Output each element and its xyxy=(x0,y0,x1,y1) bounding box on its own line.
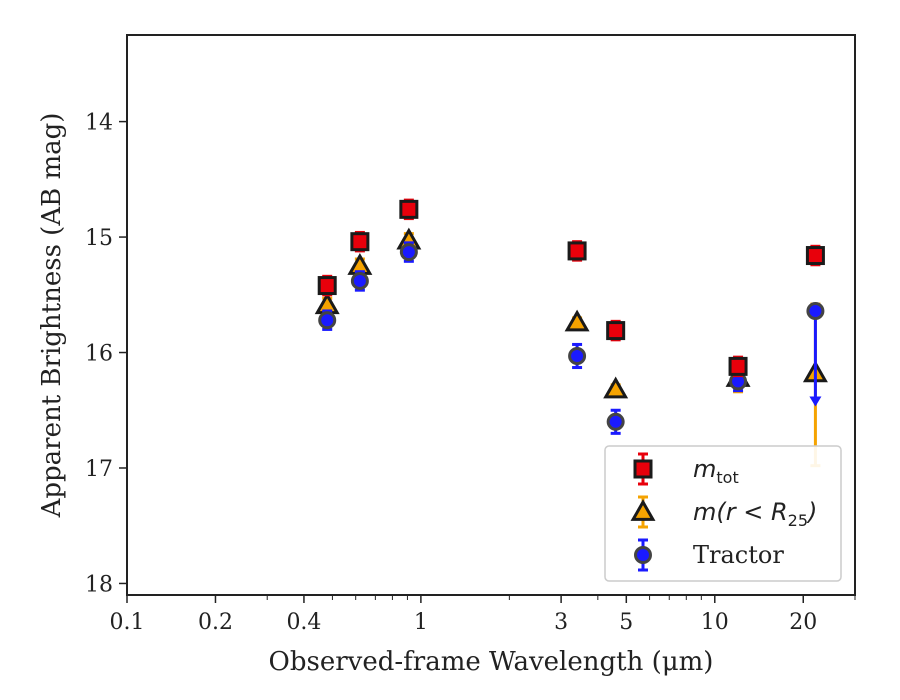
x-tick-label: 10 xyxy=(701,610,729,635)
legend-box xyxy=(604,445,842,582)
series-tractor xyxy=(318,241,825,435)
series-mr25 xyxy=(314,227,828,468)
mtot-point xyxy=(399,199,419,219)
legend-marker-mtot xyxy=(633,459,653,479)
mtot-point xyxy=(350,232,370,252)
x-tick-label: 0.4 xyxy=(286,610,321,635)
mtot-point xyxy=(606,321,626,341)
tractor-limit-arrow xyxy=(809,396,822,407)
tractor-point xyxy=(568,346,587,365)
mr25-point xyxy=(603,376,629,399)
mtot-point xyxy=(728,356,748,376)
mtot-point xyxy=(567,241,587,261)
x-tick-label: 3 xyxy=(554,610,568,635)
x-tick-label: 0.2 xyxy=(198,610,233,635)
y-tick-label: 14 xyxy=(85,111,113,136)
mtot-point xyxy=(317,276,337,296)
x-tick-label: 20 xyxy=(789,610,817,635)
x-tick-label: 5 xyxy=(619,610,633,635)
tractor-point xyxy=(606,412,625,431)
legend-label-tractor: Tractor xyxy=(693,541,784,569)
x-axis-label: Observed-frame Wavelength (μm) xyxy=(269,647,714,677)
mr25-point xyxy=(564,309,590,332)
tractor-point xyxy=(350,271,369,290)
tractor-point xyxy=(399,243,418,262)
x-axis-ticks: 0.1 0.2 0.4 1 3 5 10 20 xyxy=(110,595,856,635)
mtot-point xyxy=(805,246,825,266)
y-tick-label: 18 xyxy=(85,572,113,597)
x-tick-label: 1 xyxy=(414,610,428,635)
tractor-point xyxy=(806,301,825,320)
legend-label-mtot: mtot xyxy=(693,455,739,487)
legend-marker-mr25 xyxy=(630,499,656,521)
chart-marks xyxy=(314,198,828,468)
y-tick-label: 17 xyxy=(85,457,113,482)
y-axis-ticks: 14 15 16 17 18 xyxy=(85,111,127,597)
x-tick-label: 0.1 xyxy=(110,610,145,635)
tractor-point xyxy=(318,311,337,330)
legend: mtot m(r < R25) Tractor xyxy=(604,445,842,582)
series-mtot xyxy=(317,198,825,378)
y-axis-label: Apparent Brightness (AB mag) xyxy=(37,113,67,519)
y-tick-label: 15 xyxy=(85,226,113,251)
legend-label-mr25: m(r < R25) xyxy=(693,498,817,530)
legend-marker-tractor xyxy=(634,546,652,564)
y-tick-label: 16 xyxy=(85,342,113,367)
plot-frame xyxy=(126,34,856,596)
